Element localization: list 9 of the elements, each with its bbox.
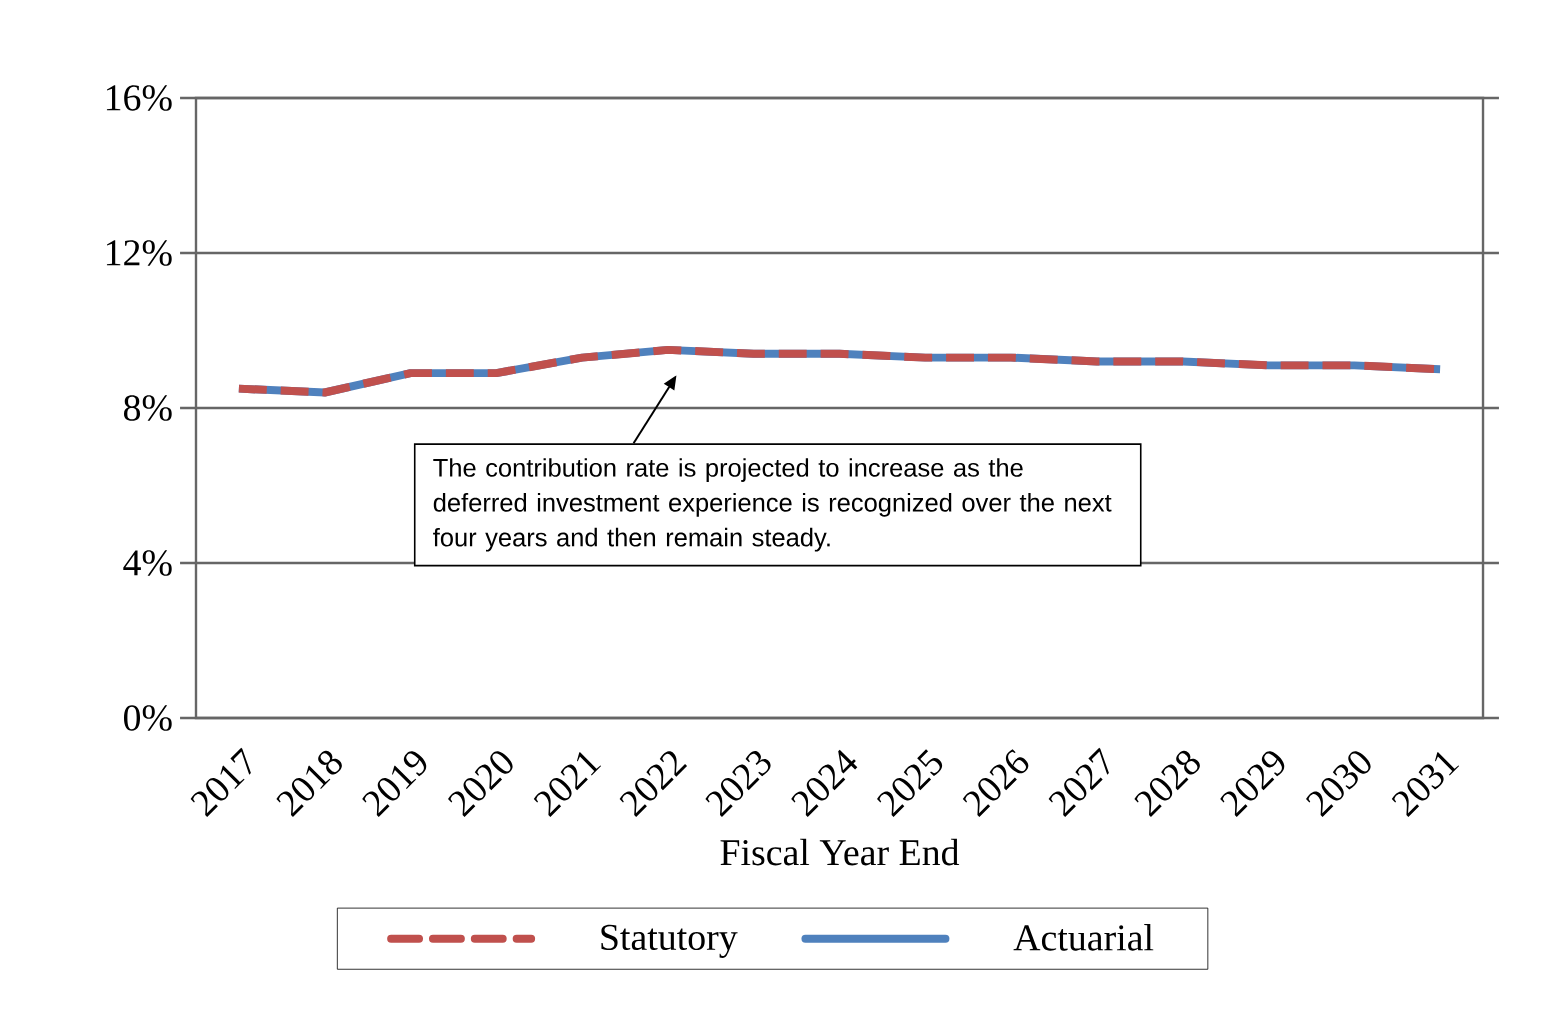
y-tick-label: 8% — [123, 395, 172, 421]
x-axis-title: Fiscal Year End — [720, 838, 960, 866]
y-tick-label: 4% — [123, 550, 172, 576]
y-tick-label: 16% — [106, 85, 172, 111]
y-tick-label: 12% — [106, 240, 172, 266]
legend-label: Actuarial — [1013, 924, 1154, 951]
annotation: The contribution rate is projected to increase as the deferred investment experience is recognized over the next four years and then remain steady. — [433, 458, 1112, 552]
legend-label: Statutory — [601, 924, 738, 958]
y-tick-label: 0% — [123, 705, 172, 731]
